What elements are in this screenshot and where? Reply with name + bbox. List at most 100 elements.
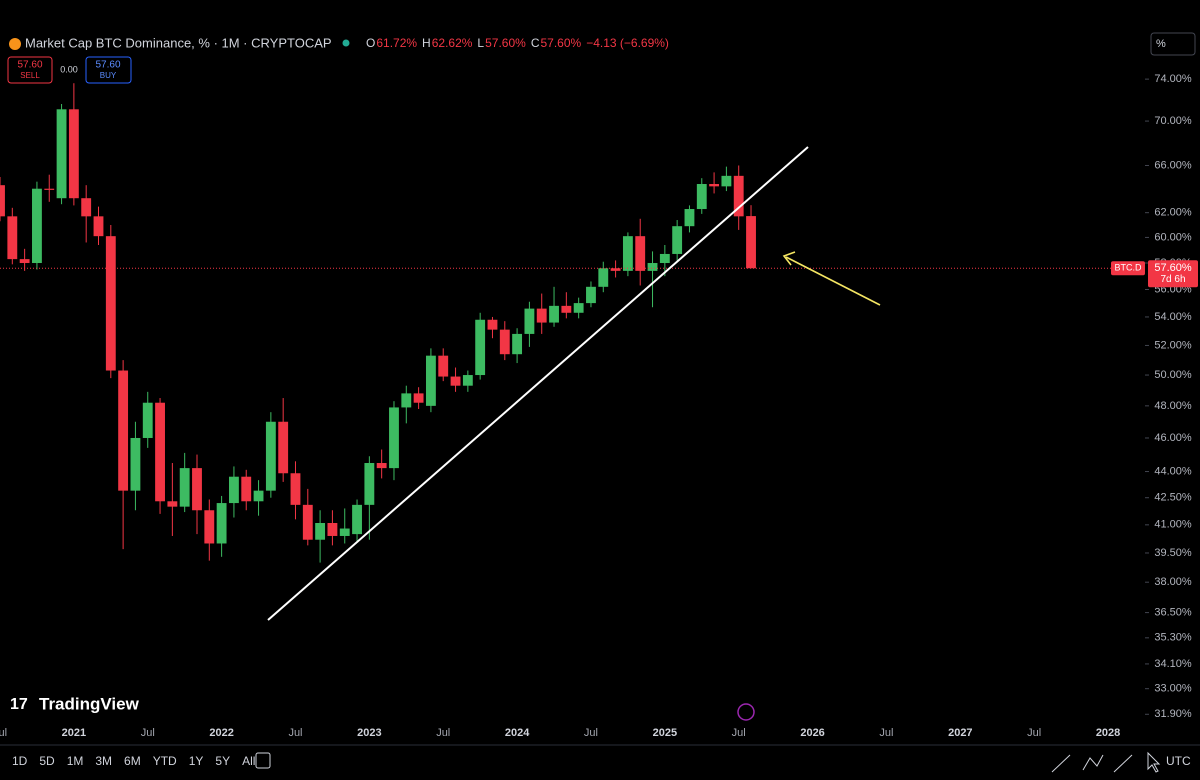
range-button[interactable]: 5Y	[215, 754, 230, 768]
ohlc-value: 61.72%	[376, 36, 417, 50]
range-button[interactable]: 1Y	[189, 754, 204, 768]
x-tick-label: Jul	[0, 727, 7, 739]
price-tag-label: 57.60%	[1154, 262, 1192, 274]
event-icon[interactable]	[737, 703, 755, 721]
candle-body	[81, 198, 92, 217]
ohlc-value: 62.62%	[432, 36, 473, 50]
x-tick-label: Jul	[879, 727, 893, 739]
candle-body	[536, 308, 547, 323]
range-button[interactable]: All	[242, 754, 255, 768]
candle-body	[339, 528, 350, 536]
candle-body	[622, 236, 633, 271]
date-range-icon[interactable]	[255, 752, 271, 769]
tool-icon[interactable]	[1082, 754, 1104, 771]
candle-body	[216, 503, 227, 544]
candle-body	[130, 437, 141, 491]
candle-body	[462, 375, 473, 386]
x-tick-label: Jul	[1027, 727, 1041, 739]
sell-price[interactable]: 57.60	[17, 60, 42, 71]
price-tag	[1148, 260, 1198, 288]
scale-button[interactable]	[1150, 32, 1196, 56]
candle-body	[746, 216, 756, 269]
candle-body	[93, 216, 104, 237]
y-tick-label: 38.00%	[1154, 576, 1192, 588]
candle-body	[647, 263, 658, 271]
buy-button[interactable]	[85, 56, 132, 84]
x-tick-label: 2026	[800, 727, 824, 739]
y-tick-label: 74.00%	[1154, 73, 1192, 85]
candle-body	[487, 319, 498, 330]
candle-body	[512, 333, 523, 355]
countdown: 7d 6h	[1160, 274, 1185, 285]
candle-body	[733, 175, 744, 217]
candle-body	[105, 236, 116, 371]
candle-body	[389, 407, 399, 469]
range-button[interactable]: 1D	[12, 754, 28, 768]
arrow-head	[782, 251, 796, 266]
candle-body	[241, 476, 252, 502]
candle-body	[155, 402, 165, 502]
symbol-title: Market Cap BTC Dominance, % · 1M · CRYPT…	[25, 35, 332, 50]
candle-body	[315, 523, 326, 540]
buy-label[interactable]: BUY	[100, 71, 117, 80]
y-tick-label: 62.00%	[1154, 207, 1192, 219]
range-button[interactable]: 3M	[95, 754, 112, 768]
y-tick-label: 42.50%	[1154, 492, 1192, 504]
candle-body	[327, 523, 338, 536]
candle-body	[32, 188, 42, 264]
candle-body	[278, 421, 289, 474]
toolbar: 1D 5D 1M 3M 6M YTD 1Y 5Y All	[12, 754, 255, 768]
candle-body	[721, 175, 732, 187]
candle-body	[413, 393, 424, 403]
x-tick-label: Jul	[436, 727, 450, 739]
cursor-icon[interactable]	[1147, 751, 1161, 773]
spread: 0.00	[60, 64, 78, 74]
candle-body	[290, 473, 301, 505]
y-tick-label: 39.50%	[1154, 547, 1192, 559]
candle-body	[450, 376, 461, 386]
ohlc-key: C	[531, 36, 540, 50]
y-tick-label: 35.30%	[1154, 632, 1192, 644]
candle-body	[696, 184, 707, 210]
y-tick-label: 60.00%	[1154, 231, 1192, 243]
x-tick-label: Jul	[732, 727, 746, 739]
range-button[interactable]: 1M	[67, 754, 84, 768]
range-button[interactable]: YTD	[153, 754, 177, 768]
candle-body	[672, 226, 683, 254]
candle-body	[7, 216, 18, 260]
arrow	[785, 256, 881, 306]
logo-mark: 17	[10, 696, 28, 713]
x-tick-label: 2024	[505, 727, 530, 739]
y-tick-label: 44.00%	[1154, 465, 1192, 477]
buy-price[interactable]: 57.60	[95, 60, 120, 71]
candle-body	[142, 402, 153, 438]
scale-button-label[interactable]: %	[1156, 38, 1166, 50]
y-tick-label: 50.00%	[1154, 369, 1192, 381]
candle-body	[364, 463, 375, 505]
candle-body	[561, 305, 572, 313]
sell-label[interactable]: SELL	[20, 71, 40, 80]
range-button[interactable]: 5D	[39, 754, 55, 768]
range-button[interactable]: 6M	[124, 754, 141, 768]
y-tick-label: 34.10%	[1154, 658, 1192, 670]
candle-body	[376, 463, 387, 469]
y-tick-label: 41.00%	[1154, 519, 1192, 531]
timezone[interactable]: UTC	[1166, 754, 1191, 768]
x-tick-label: Jul	[141, 727, 155, 739]
sell-button[interactable]	[7, 56, 53, 84]
x-tick-label: 2023	[357, 727, 381, 739]
y-tick-label: 46.00%	[1154, 432, 1192, 444]
tool-icon[interactable]	[1051, 754, 1071, 773]
x-tick-label: 2022	[209, 727, 233, 739]
ohlc-values: O 61.72% H 62.62% L 57.60% C 57.60%	[366, 36, 582, 50]
trend-line	[267, 146, 809, 621]
candle-body	[425, 355, 436, 406]
plot-area	[0, 83, 1145, 563]
candle-body	[44, 188, 55, 190]
candle-body	[118, 370, 129, 491]
tool-icon[interactable]	[1113, 754, 1133, 773]
x-tick-label: 2027	[948, 727, 972, 739]
candle-body	[302, 504, 313, 540]
